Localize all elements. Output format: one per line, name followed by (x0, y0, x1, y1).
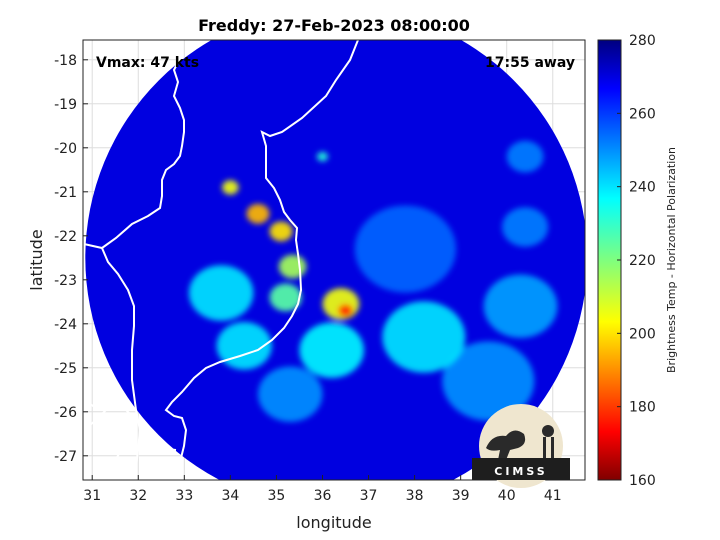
y-tick-label: -23 (54, 273, 77, 289)
tb-feature (269, 221, 293, 242)
colorbar-label: Brightness Temp - Horizontal Polarizatio… (665, 147, 678, 373)
map-axes: 31 32 33 34 35 36 37 38 39 40 41 -18 -19 -20 -21 -22 -2… (54, 39, 586, 504)
y-tick-label: -25 (54, 361, 77, 377)
tb-feature (188, 265, 254, 321)
x-tick-label: 32 (129, 488, 147, 504)
y-tick-label: -18 (54, 53, 77, 69)
x-tick-label: 38 (406, 488, 424, 504)
tb-feature (316, 151, 329, 162)
y-tick-label: -24 (54, 317, 77, 333)
logo-water-tower-tank (542, 425, 554, 437)
x-tick-label: 33 (175, 488, 193, 504)
vmax-annotation: Vmax: 47 kts (96, 55, 199, 71)
colorbar-tick-label: 280 (629, 33, 656, 49)
x-tick-label: 41 (544, 488, 562, 504)
y-axis-label: latitude (27, 229, 46, 290)
colorbar-tick-label: 180 (629, 400, 656, 416)
tb-feature (278, 254, 307, 279)
lesotho-region-border (83, 404, 136, 479)
colorbar: 160 180 200 220 240 260 280 Brightness Temp - … (597, 33, 678, 489)
tb-feature (382, 301, 466, 373)
x-tick-label: 35 (268, 488, 286, 504)
tb-feature (354, 205, 457, 293)
colorbar-tick-label: 220 (629, 253, 656, 269)
tb-feature (258, 366, 323, 422)
tb-feature (269, 283, 302, 312)
x-tick-label: 39 (452, 488, 470, 504)
tb-feature (506, 140, 544, 173)
y-tick-label: -26 (54, 405, 77, 421)
y-tick-label: -19 (54, 97, 77, 113)
tb-feature (502, 207, 549, 247)
tb-feature (222, 180, 239, 195)
x-tick-label: 37 (360, 488, 378, 504)
logo-text: CIMSS (494, 465, 547, 478)
y-ticks: -18 -19 -20 -21 -22 -23 -24 -25 -26 -27 (54, 53, 88, 465)
inland-border (83, 399, 111, 410)
x-tick-label: 31 (83, 488, 101, 504)
tb-feature (299, 322, 364, 378)
colorbar-tick-label: 240 (629, 180, 656, 196)
colorbar-ticks: 160 180 200 220 240 260 280 (617, 33, 656, 489)
x-axis-label: longitude (296, 513, 371, 532)
south-africa-border (101, 247, 142, 469)
colorbar-tick-label: 200 (629, 326, 656, 342)
y-tick-label: -20 (54, 141, 77, 157)
tb-feature (442, 341, 535, 421)
time-away-annotation: 17:55 away (485, 55, 575, 71)
y-tick-label: -21 (54, 185, 77, 201)
tb-feature (338, 304, 353, 317)
brightness-temperature-features (188, 140, 558, 422)
mozambique-coastline (164, 40, 359, 480)
axes-frame (82, 39, 586, 481)
logo-band (472, 458, 570, 480)
cimss-logo: CIMSS (472, 404, 570, 488)
tb-feature (246, 203, 270, 224)
colorbar-tick-label: 160 (629, 473, 656, 489)
logo-tower-leg (543, 437, 546, 463)
figure-title: Freddy: 27-Feb-2023 08:00:00 (198, 16, 470, 35)
swath-layer (85, 40, 585, 480)
x-tick-label: 34 (221, 488, 239, 504)
tb-feature (216, 322, 272, 370)
logo-satellite-dish (486, 430, 526, 460)
y-tick-label: -27 (54, 449, 77, 465)
x-ticks: 31 32 33 34 35 36 37 38 39 40 41 (83, 475, 562, 504)
x-tick-label: 36 (314, 488, 332, 504)
y-tick-label: -22 (54, 229, 77, 245)
x-tick-label: 40 (498, 488, 516, 504)
eswatini-border (135, 446, 177, 451)
tb-feature (483, 274, 558, 338)
zimbabwe-border (83, 40, 185, 250)
coastlines (83, 40, 359, 480)
colorbar-tick-label: 260 (629, 106, 656, 122)
logo-tower-leg (551, 437, 554, 463)
